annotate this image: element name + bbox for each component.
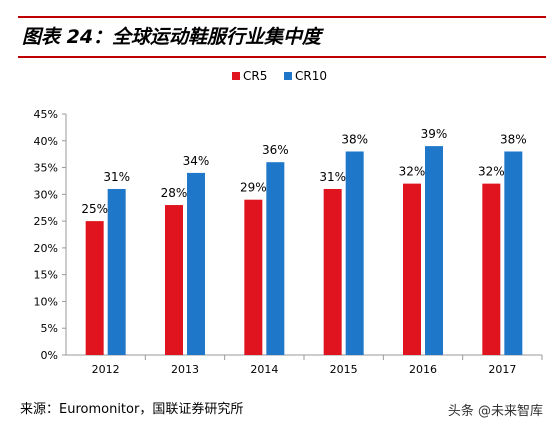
legend-label-cr10: CR10 xyxy=(295,69,327,83)
y-tick-label: 25% xyxy=(34,215,58,228)
chart-title: 图表 24：全球运动鞋服行业集中度 xyxy=(22,26,322,48)
data-label-cr10-2013: 34% xyxy=(183,154,210,168)
data-label-cr5-2016: 32% xyxy=(399,165,426,179)
data-label-cr5-2014: 29% xyxy=(240,181,267,195)
bar-chart: CR5 CR10 0% 5% 10% 15% 20% 25% 30% 35% 40% 45% 25% 31… xyxy=(34,69,543,376)
bar-cr10-2016 xyxy=(425,146,443,355)
y-tick-label: 30% xyxy=(34,188,58,201)
x-tick-label: 2012 xyxy=(92,363,120,376)
bar-cr10-2017 xyxy=(504,151,523,355)
data-label-cr10-2012: 31% xyxy=(103,170,130,184)
x-tick-label: 2016 xyxy=(409,363,437,376)
bar-cr10-2012 xyxy=(107,188,126,355)
bar-cr5-2014 xyxy=(244,199,263,355)
bar-cr5-2016 xyxy=(403,183,421,355)
bar-cr10-2013 xyxy=(187,172,205,355)
x-tick-label: 2013 xyxy=(171,363,199,376)
data-label-cr10-2014: 36% xyxy=(262,143,289,157)
data-label-cr10-2016: 39% xyxy=(421,127,448,141)
legend-swatch-cr10 xyxy=(284,72,292,80)
y-tick-label: 35% xyxy=(34,162,58,175)
y-tick-label: 40% xyxy=(34,135,58,148)
x-tick-label: 2017 xyxy=(488,363,516,376)
title-bar: 图表 24：全球运动鞋服行业集中度 xyxy=(0,0,557,58)
data-label-cr5-2015: 31% xyxy=(319,170,346,184)
legend-swatch-cr5 xyxy=(232,72,240,80)
source-note: 来源：Euromonitor，国联证券研究所 xyxy=(20,402,244,417)
x-tick-label: 2015 xyxy=(330,363,358,376)
y-tick-label: 45% xyxy=(34,108,58,121)
y-tick-label: 20% xyxy=(34,242,58,255)
legend-label-cr5: CR5 xyxy=(243,69,267,83)
bar-cr10-2015 xyxy=(345,151,364,355)
bar-cr10-2014 xyxy=(266,162,285,355)
y-tick-label: 10% xyxy=(34,295,58,308)
bar-cr5-2015 xyxy=(323,188,342,355)
bar-cr5-2012 xyxy=(85,221,104,355)
data-label-cr5-2017: 32% xyxy=(478,165,505,179)
watermark: 头条 @未来智库 xyxy=(447,404,543,419)
title-top-rule xyxy=(18,16,546,18)
bar-cr5-2013 xyxy=(165,205,183,355)
data-label-cr10-2015: 38% xyxy=(341,132,368,146)
y-tick-label: 0% xyxy=(41,349,58,362)
bar-cr5-2017 xyxy=(482,183,501,355)
data-label-cr5-2012: 25% xyxy=(81,202,108,216)
y-tick-label: 5% xyxy=(41,322,58,335)
data-label-cr10-2017: 38% xyxy=(500,132,527,146)
data-label-cr5-2013: 28% xyxy=(161,186,188,200)
y-tick-label: 15% xyxy=(34,269,58,282)
x-tick-label: 2014 xyxy=(250,363,278,376)
title-bottom-rule xyxy=(18,56,546,58)
